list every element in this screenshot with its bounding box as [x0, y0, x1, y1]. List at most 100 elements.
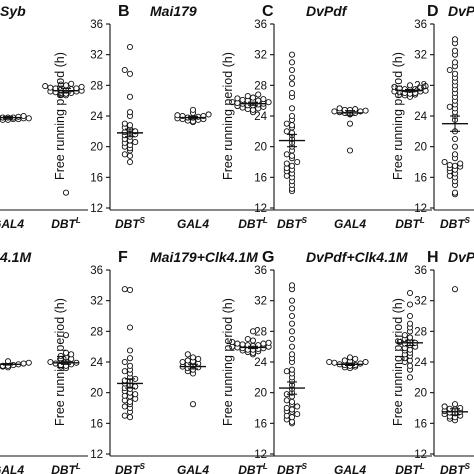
data-point	[283, 397, 290, 404]
data-point	[451, 189, 459, 196]
x-tick-label: DBTL	[51, 462, 81, 474]
data-point	[57, 81, 64, 88]
y-tick-label: 16	[254, 418, 267, 430]
data-point	[451, 401, 459, 408]
data-point	[205, 111, 212, 118]
y-tick-label: 36	[414, 265, 427, 277]
data-point	[406, 301, 414, 308]
y-tick-label: 28	[254, 80, 267, 92]
y-axis-label: Free running period (h)	[53, 52, 67, 180]
data-point	[288, 328, 296, 335]
x-tick-label: DBTS	[440, 216, 471, 231]
y-tick-label: 32	[90, 296, 103, 308]
data-point	[288, 162, 296, 169]
data-point	[346, 354, 354, 361]
y-tick-label: 20	[90, 388, 103, 400]
data-point	[62, 349, 70, 356]
data-point	[352, 355, 359, 362]
data-point	[15, 113, 22, 120]
data-point	[288, 74, 296, 81]
data-point	[126, 414, 134, 421]
data-point	[20, 360, 27, 367]
y-tick-label: 12	[414, 449, 427, 461]
x-tick-label: DBTL	[395, 462, 425, 474]
data-point	[362, 358, 369, 366]
data-point	[441, 158, 448, 166]
data-point	[331, 108, 338, 115]
data-point	[357, 360, 364, 367]
data-point	[234, 340, 241, 347]
data-point	[244, 335, 251, 343]
data-point	[401, 332, 408, 339]
y-tick-label: 16	[90, 418, 103, 430]
y-tick-label: 32	[254, 50, 267, 62]
y-tick-label: 36	[90, 19, 103, 31]
data-point	[288, 105, 296, 112]
data-point	[121, 66, 128, 74]
data-point	[288, 152, 296, 159]
y-tick-label: 12	[90, 203, 103, 215]
y-tick-label: 28	[90, 80, 103, 92]
y-tick-label: 16	[254, 172, 267, 184]
data-point	[184, 357, 191, 364]
data-point	[288, 80, 296, 87]
panel-title: DvPdf+M	[448, 249, 474, 265]
data-point	[288, 282, 296, 289]
y-tick-label: 32	[90, 50, 103, 62]
data-point	[294, 403, 301, 410]
x-tick-label: DBTS	[277, 462, 308, 474]
y-tick-label: 12	[254, 203, 267, 215]
data-point	[126, 122, 134, 129]
data-point	[47, 358, 54, 366]
data-point	[362, 107, 369, 114]
panel-h: H DvPdf+M 12 16 20 24 28 32 36 Free running perio…	[391, 249, 474, 474]
y-tick-label: 16	[414, 418, 427, 430]
data-point	[451, 143, 459, 150]
data-point	[288, 312, 296, 320]
data-point	[457, 160, 464, 167]
data-point	[283, 151, 290, 158]
data-point	[288, 112, 296, 120]
data-point	[283, 404, 290, 412]
x-tick-label: GAL4	[177, 463, 209, 474]
data-point	[441, 403, 448, 410]
y-tick-label: 20	[414, 142, 427, 154]
x-tick-label: DBTS	[115, 216, 146, 231]
data-point	[179, 358, 186, 366]
x-tick-label: DBTL	[238, 216, 268, 231]
data-point	[283, 128, 290, 135]
data-point	[326, 358, 333, 366]
data-point	[288, 59, 296, 66]
data-point	[457, 404, 464, 412]
data-point	[288, 366, 296, 373]
data-point	[229, 99, 236, 106]
y-tick-label: 24	[414, 111, 427, 123]
data-point	[288, 414, 296, 421]
data-point	[288, 398, 296, 405]
panel-letter: D	[427, 3, 439, 20]
y-tick-label: 28	[414, 80, 427, 92]
y-tick-label: 12	[90, 449, 103, 461]
data-point	[121, 412, 128, 419]
panel-title: 4.1M	[0, 249, 31, 265]
data-point	[78, 83, 85, 90]
data-point	[126, 158, 134, 166]
data-point	[288, 320, 296, 327]
data-point	[68, 351, 75, 358]
data-point	[446, 66, 453, 74]
y-tick-label: 24	[90, 111, 103, 123]
data-point	[451, 47, 459, 54]
data-point	[260, 340, 267, 347]
data-point	[451, 286, 459, 293]
panel-letter: B	[118, 3, 130, 20]
y-tick-label: 36	[90, 265, 103, 277]
panel-title: DvPdf+Clk4.1M	[306, 249, 408, 265]
data-point	[283, 160, 290, 167]
data-point	[288, 89, 296, 97]
data-point	[288, 51, 296, 58]
panel-b: B Mai179 12 16 20 24 28 32 36 Free running period…	[53, 3, 275, 231]
data-point	[121, 403, 128, 410]
data-point	[189, 401, 197, 408]
data-point	[265, 339, 272, 346]
panel-title: DvPdf	[306, 3, 348, 19]
